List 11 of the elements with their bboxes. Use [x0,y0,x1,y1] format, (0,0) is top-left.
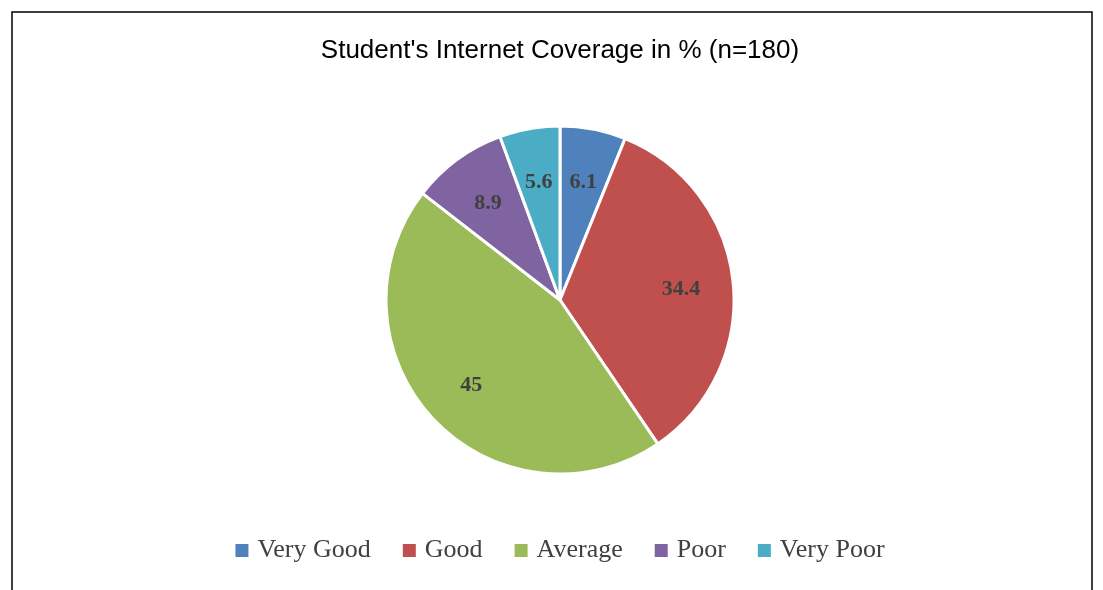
chart-title: Student's Internet Coverage in % (n=180) [320,34,800,64]
data-label: 8.9 [474,189,502,215]
data-label: 45 [460,371,483,397]
data-label: 5.6 [524,167,553,193]
legend-label: Good [424,534,483,563]
legend-label: Very Good [257,534,371,563]
data-label: 34.4 [661,274,701,300]
legend-label: Average [536,534,623,563]
legend-label: Poor [676,534,727,563]
data-label: 6.1 [569,168,597,194]
legend-label: Very Poor [779,534,885,563]
